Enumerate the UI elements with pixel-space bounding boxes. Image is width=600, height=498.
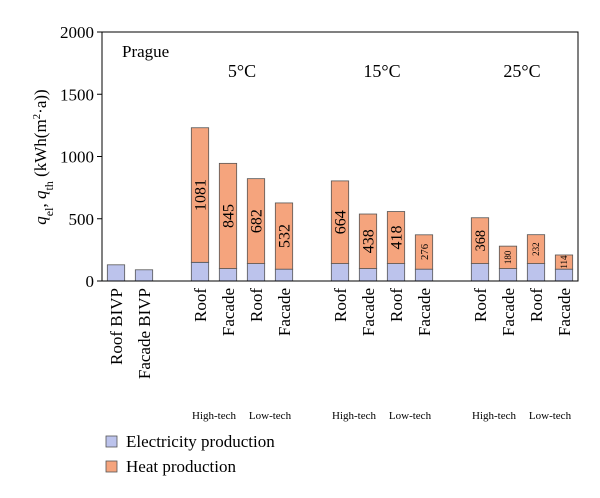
legend-label: Heat production xyxy=(126,457,236,476)
x-tick-label: Roof xyxy=(471,288,490,322)
bar-segment xyxy=(414,268,434,282)
annotation: 5°C xyxy=(228,61,256,81)
annotation: 15°C xyxy=(363,61,400,81)
bar-segment xyxy=(134,269,154,282)
value-label: 368 xyxy=(473,230,489,251)
bar-segment xyxy=(554,254,574,270)
bar-segment xyxy=(554,268,574,282)
bar-segment xyxy=(106,264,126,282)
y-axis-label-part: , xyxy=(31,199,50,208)
bar-segment xyxy=(218,162,238,269)
y-axis-label: qel, qth (kWh(m2·a)) xyxy=(31,89,56,224)
bar-segment xyxy=(274,202,294,270)
x-tick-label: Roof xyxy=(191,288,210,322)
annotation: High-tech xyxy=(332,410,376,422)
bar-segment xyxy=(386,211,406,264)
x-tick-label: Facade xyxy=(359,288,378,336)
bar-segment xyxy=(246,178,266,264)
y-axis-label-part: th xyxy=(42,181,56,190)
x-tick-label: Facade xyxy=(499,288,518,336)
y-axis-label-part: 2 xyxy=(31,114,43,120)
bar-segment xyxy=(190,261,210,282)
value-label: 418 xyxy=(389,226,406,250)
value-label: 845 xyxy=(221,204,238,228)
value-label: 276 xyxy=(419,243,431,260)
bar-segment xyxy=(498,268,518,282)
x-tick-label: Facade xyxy=(555,288,574,336)
bar-segment xyxy=(386,263,406,282)
annotation: Prague xyxy=(122,42,169,61)
bar-segment xyxy=(246,263,266,282)
bar-segment xyxy=(470,217,490,264)
x-tick-label: Facade xyxy=(415,288,434,336)
value-label: 232 xyxy=(531,242,541,256)
bar-segment xyxy=(274,268,294,282)
bar-segment xyxy=(526,263,546,282)
y-axis-label-part: (kWh(m xyxy=(31,119,50,181)
y-tick-label: 2000 xyxy=(60,23,94,42)
bar-segment xyxy=(330,263,350,282)
bar-segment xyxy=(414,234,434,270)
x-tick-label: Facade xyxy=(219,288,238,336)
annotation: Low-tech xyxy=(529,410,572,422)
value-label: 532 xyxy=(277,224,294,248)
plot-frame xyxy=(101,31,579,282)
bar-segment xyxy=(358,213,378,269)
annotation: 25°C xyxy=(503,61,540,81)
bar-segment xyxy=(358,268,378,282)
value-label: 180 xyxy=(503,250,513,264)
value-label: 114 xyxy=(559,255,569,269)
y-axis-label-part: q xyxy=(31,190,50,199)
x-tick-label: Roof BIVP xyxy=(107,288,126,365)
legend-swatch xyxy=(105,460,118,473)
legend-swatch xyxy=(105,435,118,448)
bar-segment xyxy=(470,263,490,282)
bar-segment xyxy=(498,245,518,269)
value-label: 682 xyxy=(249,209,266,233)
x-tick-label: Roof xyxy=(387,288,406,322)
y-tick-label: 0 xyxy=(86,272,95,291)
x-tick-label: Roof xyxy=(331,288,350,322)
value-label: 438 xyxy=(361,229,378,253)
annotation: High-tech xyxy=(192,410,236,422)
x-tick-label: Roof xyxy=(527,288,546,322)
x-tick-label: Roof xyxy=(247,288,266,322)
value-label: 664 xyxy=(333,210,350,234)
legend-label: Electricity production xyxy=(126,432,275,451)
bar-segment xyxy=(218,268,238,282)
y-tick-label: 1500 xyxy=(60,85,94,104)
annotation: High-tech xyxy=(472,410,516,422)
y-axis-label-part: el xyxy=(42,207,56,216)
bar-segment xyxy=(190,127,210,263)
y-axis-label-part: q xyxy=(31,216,50,225)
x-tick-label: Facade BIVP xyxy=(135,288,154,379)
value-label: 1081 xyxy=(193,179,210,211)
y-tick-label: 500 xyxy=(69,210,95,229)
y-axis-label-part: ·a)) xyxy=(31,89,50,114)
bar-segment xyxy=(526,234,546,264)
x-tick-label: Facade xyxy=(275,288,294,336)
bar-segment xyxy=(330,180,350,264)
annotation: Low-tech xyxy=(389,410,432,422)
y-tick-label: 1000 xyxy=(60,148,94,167)
annotation: Low-tech xyxy=(249,410,292,422)
